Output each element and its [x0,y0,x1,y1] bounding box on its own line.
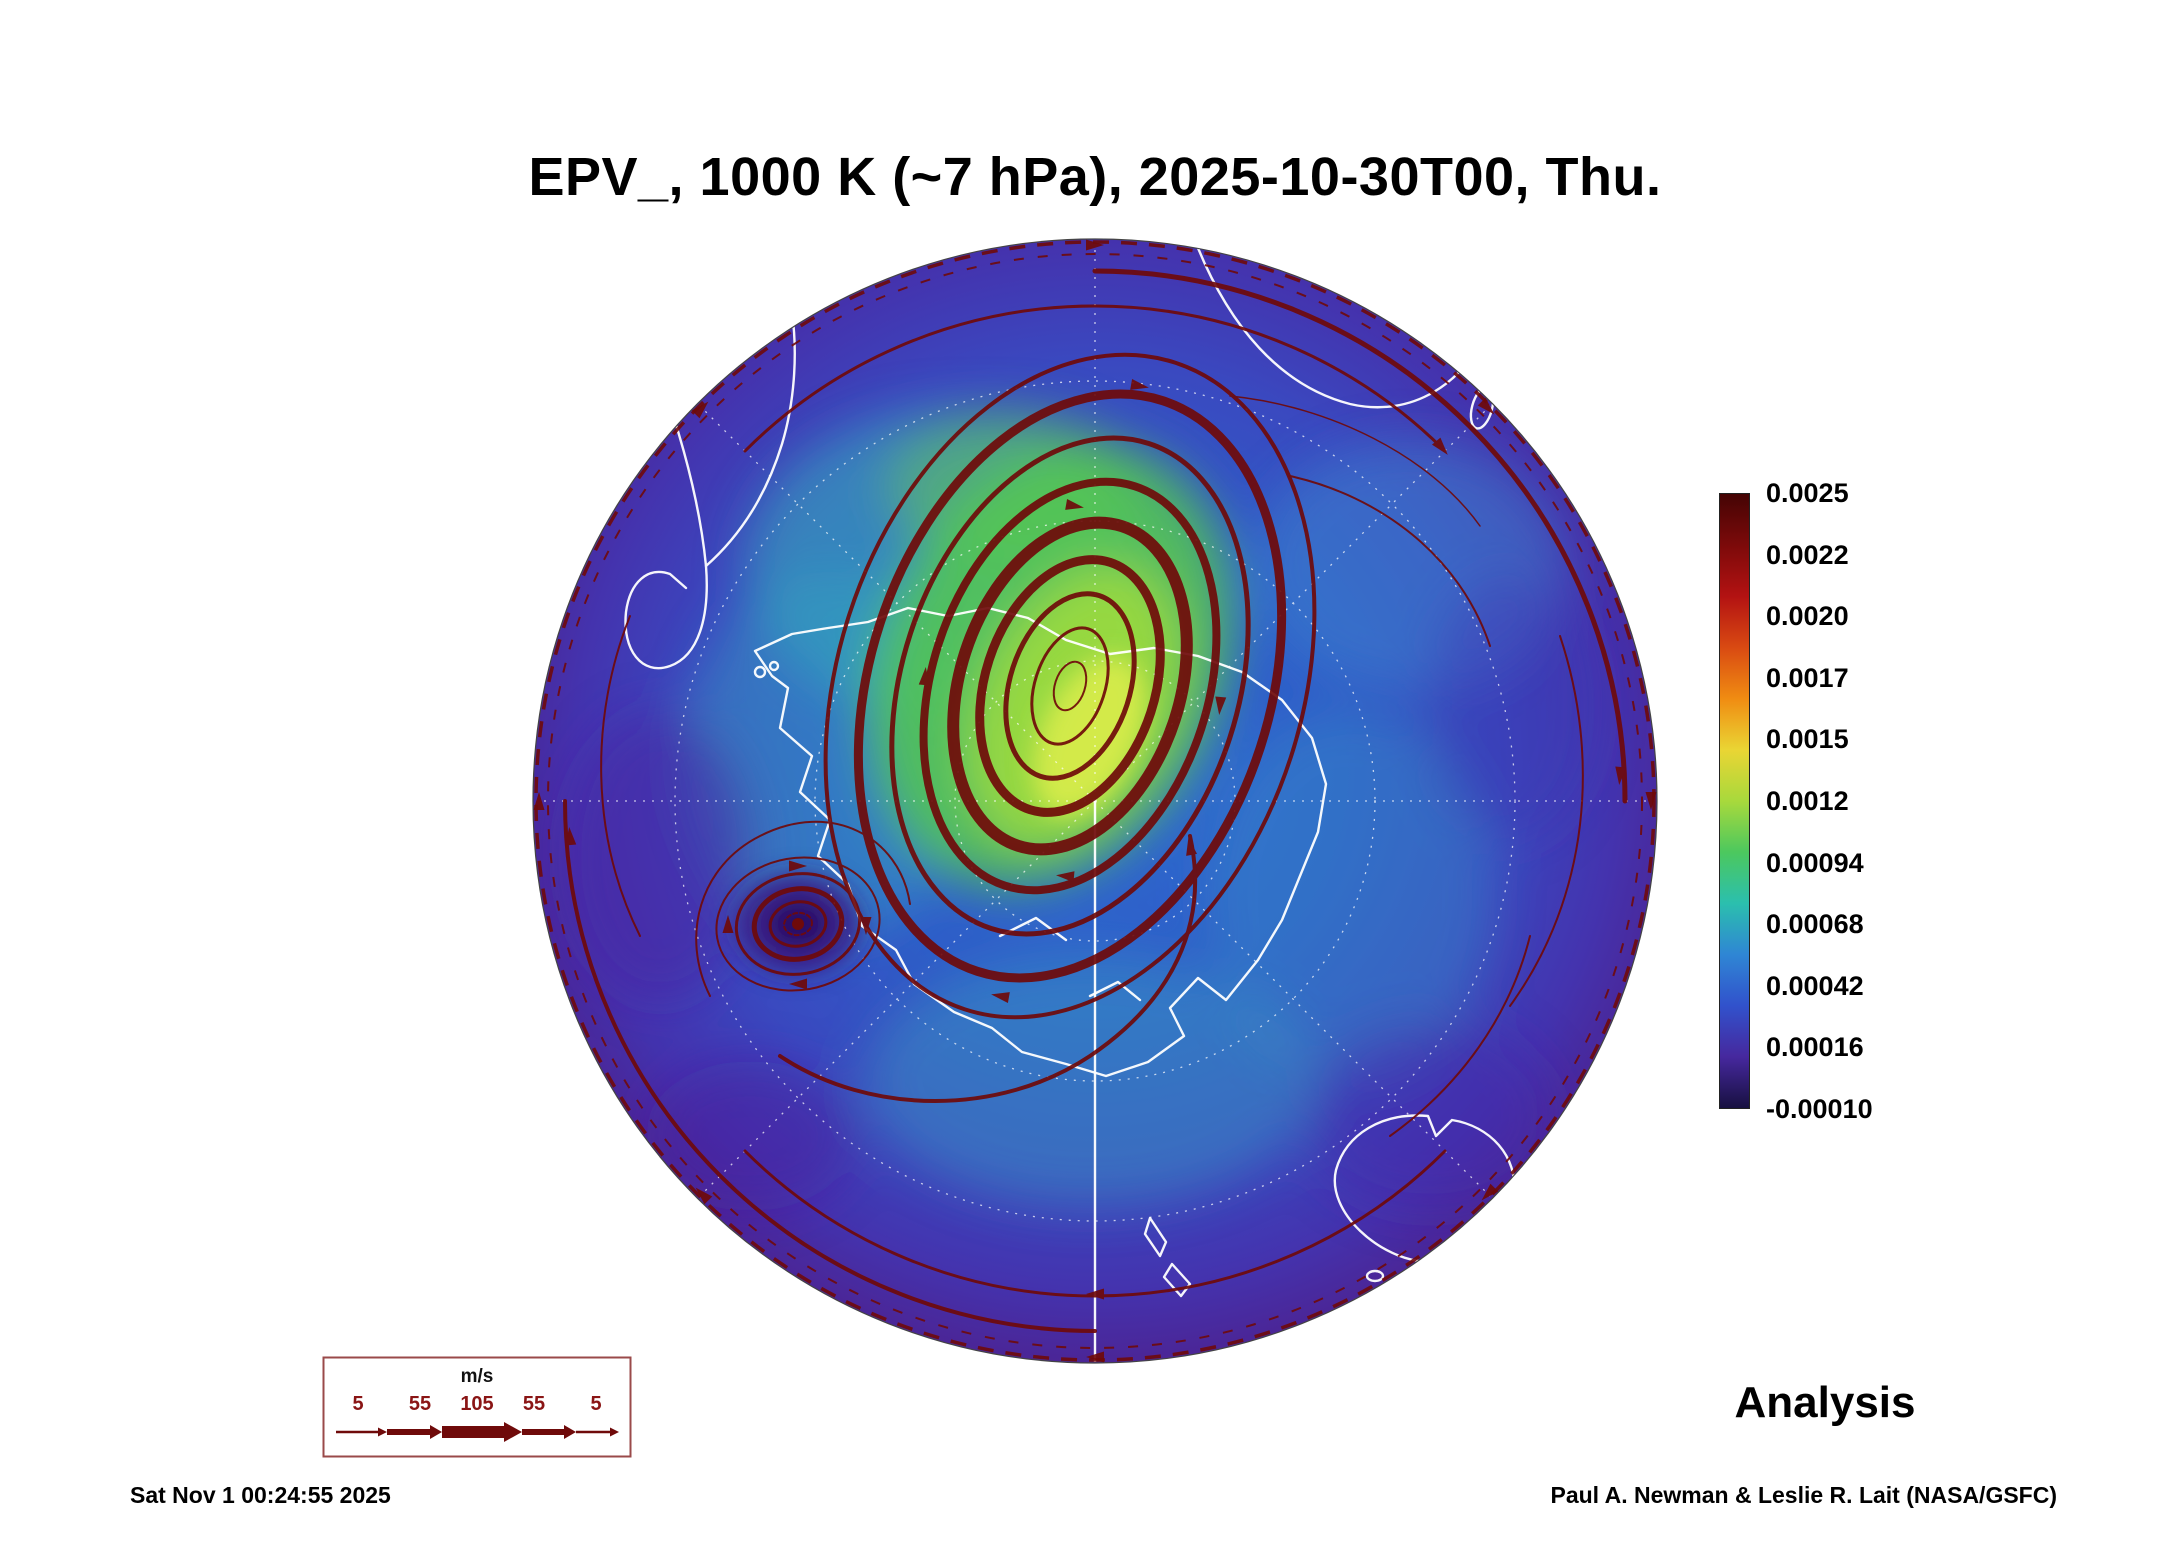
colorbar-tick: 0.0015 [1766,724,1849,755]
colorbar-tick: 0.00094 [1766,847,1864,878]
analysis-label: Analysis [1734,1378,1916,1427]
south-america-coastline [624,292,708,670]
colorbar-tick: 0.00016 [1766,1032,1864,1063]
colorbar-tick: 0.00042 [1766,970,1864,1001]
credit-line: Paul A. Newman & Leslie R. Lait (NASA/GS… [1550,1482,2057,1508]
wind-legend-unit: m/s [461,1366,494,1387]
colorbar-tick: 0.0012 [1766,785,1849,816]
wind-legend-box [322,1356,632,1458]
colorbar-tick: 0.0017 [1766,662,1849,693]
wind-legend-value: 5 [352,1393,363,1415]
flow-arrow-icons [533,239,1657,1363]
wind-scale-arrows-icon [336,1422,619,1442]
page-title: EPV_, 1000 K (~7 hPa), 2025-10-30T00, Th… [528,147,1662,207]
wind-speed-legend: m/s 5 55 105 55 5 [322,1356,632,1458]
epv-map [532,238,1658,1364]
map-boundary-circle [532,238,1658,1364]
secondary-vortex-streamlines [715,856,881,992]
colorbar-gradient [1719,493,1750,1109]
antarctica-coastline [753,606,1328,1078]
wind-legend-value: 55 [523,1393,545,1415]
new-zealand-coastline [1143,1216,1168,1258]
wind-streamlines [533,239,1657,1363]
generation-timestamp: Sat Nov 1 00:24:55 2025 [130,1482,391,1508]
anticyclone-center-dot [792,918,804,930]
map-rim [534,240,1656,1362]
colorbar-tick: 0.0020 [1766,601,1849,632]
tasmania-coastline [1365,1269,1385,1283]
colorbar-tick: 0.0022 [1766,539,1849,570]
colorbar-tick: 0.0025 [1766,478,1849,508]
wind-legend-value: 55 [409,1393,431,1415]
main-vortex-streamlines [823,352,1317,1020]
colorbar-labels: 0.0025 0.0022 0.0020 0.0017 0.0015 0.001… [1766,479,1916,1123]
wind-legend-value: 5 [590,1393,601,1415]
wind-legend-value: 105 [460,1393,493,1415]
colorbar-tick: 0.00068 [1766,909,1864,940]
colorbar-tick: -0.00010 [1766,1093,1873,1124]
wind-legend-values: 5 55 105 55 5 [352,1393,601,1415]
